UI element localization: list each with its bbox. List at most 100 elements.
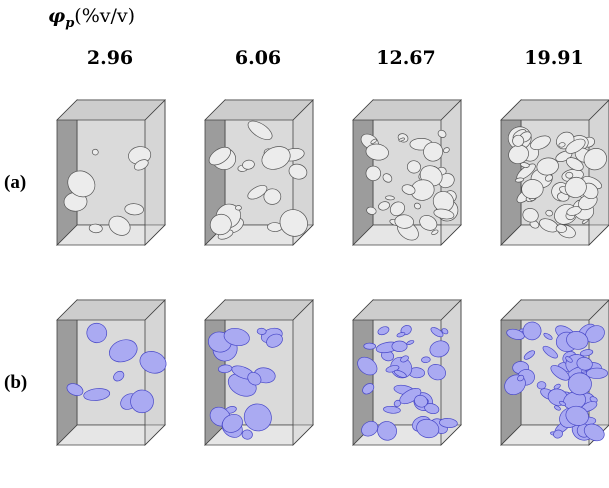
- header-label: φp(%v/v): [48, 5, 135, 31]
- particle: [521, 179, 544, 199]
- particle: [427, 364, 446, 381]
- particle: [366, 206, 377, 215]
- particle: [235, 205, 242, 211]
- particle: [414, 394, 428, 408]
- right-face: [144, 99, 166, 246]
- particle: [241, 429, 253, 440]
- particle: [66, 383, 84, 396]
- particle: [565, 171, 574, 179]
- unit: (%v/v): [74, 5, 135, 27]
- particle: [523, 350, 536, 360]
- particle: [416, 418, 440, 439]
- particle: [357, 356, 378, 376]
- particle: [542, 345, 558, 359]
- particle: [400, 355, 409, 363]
- particle: [134, 159, 149, 171]
- particle: [83, 388, 111, 401]
- particle: [401, 184, 416, 195]
- particle: [583, 423, 605, 442]
- boxes: [56, 99, 609, 446]
- sample-box: [56, 299, 167, 446]
- particle: [520, 162, 530, 168]
- particle: [550, 365, 570, 381]
- particle: [247, 185, 268, 200]
- top-face: [56, 299, 166, 321]
- row-label: (b): [4, 372, 27, 393]
- particle: [88, 223, 103, 234]
- particle: [414, 202, 421, 210]
- particle: [222, 413, 243, 433]
- particle: [67, 170, 96, 198]
- sample-box: [352, 299, 462, 446]
- sample-box: [500, 299, 609, 446]
- particle: [108, 215, 131, 236]
- particle: [399, 387, 422, 405]
- particle: [263, 188, 282, 205]
- symbol: φ: [48, 5, 65, 27]
- sample-box: [56, 99, 166, 246]
- particle: [385, 195, 395, 201]
- particle: [242, 159, 255, 170]
- row-label: (a): [4, 172, 26, 193]
- top-face: [56, 99, 166, 121]
- particle: [398, 137, 405, 142]
- particle: [553, 383, 561, 390]
- particle: [566, 157, 584, 171]
- particle: [247, 120, 273, 140]
- particle: [443, 147, 450, 154]
- sample-box: [500, 99, 609, 246]
- particle: [576, 356, 593, 371]
- right-face: [292, 299, 314, 446]
- sample-box: [352, 99, 462, 246]
- particle: [383, 405, 401, 414]
- particle: [288, 163, 308, 180]
- particle: [256, 327, 267, 335]
- particle: [124, 203, 144, 216]
- particle: [545, 209, 553, 217]
- particle: [429, 340, 450, 358]
- particle: [266, 333, 283, 348]
- particle: [139, 351, 167, 374]
- particle: [130, 389, 154, 414]
- particle: [391, 340, 408, 352]
- top-face: [204, 99, 314, 121]
- particle: [522, 321, 542, 341]
- particle: [377, 421, 397, 441]
- particle: [517, 374, 525, 382]
- particle: [564, 176, 587, 198]
- top-face: [204, 299, 314, 321]
- particle: [363, 342, 377, 350]
- particle: [393, 369, 407, 378]
- particle: [223, 327, 250, 347]
- particle: [406, 160, 421, 174]
- top-face: [352, 299, 462, 321]
- subscript: p: [65, 16, 74, 31]
- particle: [565, 356, 573, 363]
- particle: [437, 129, 447, 138]
- particle: [209, 213, 232, 236]
- particle: [559, 400, 566, 406]
- particle: [261, 146, 291, 170]
- particle: [441, 328, 449, 335]
- particle: [370, 138, 377, 144]
- particle: [365, 143, 389, 161]
- sample-box: [204, 299, 314, 446]
- particle: [522, 208, 539, 223]
- particle: [512, 134, 525, 147]
- top-face: [500, 299, 609, 321]
- particle: [544, 174, 553, 182]
- particle: [515, 177, 524, 183]
- particle: [109, 339, 138, 363]
- particle: [431, 229, 439, 236]
- particle: [530, 135, 551, 151]
- particle: [91, 148, 99, 156]
- particle: [389, 201, 405, 217]
- particle: [430, 327, 444, 338]
- particle: [536, 381, 547, 390]
- particle: [566, 331, 589, 350]
- particle: [585, 367, 609, 379]
- particle: [439, 418, 458, 428]
- column-label: 19.91: [524, 47, 584, 69]
- particle: [86, 322, 108, 344]
- particle: [365, 165, 381, 182]
